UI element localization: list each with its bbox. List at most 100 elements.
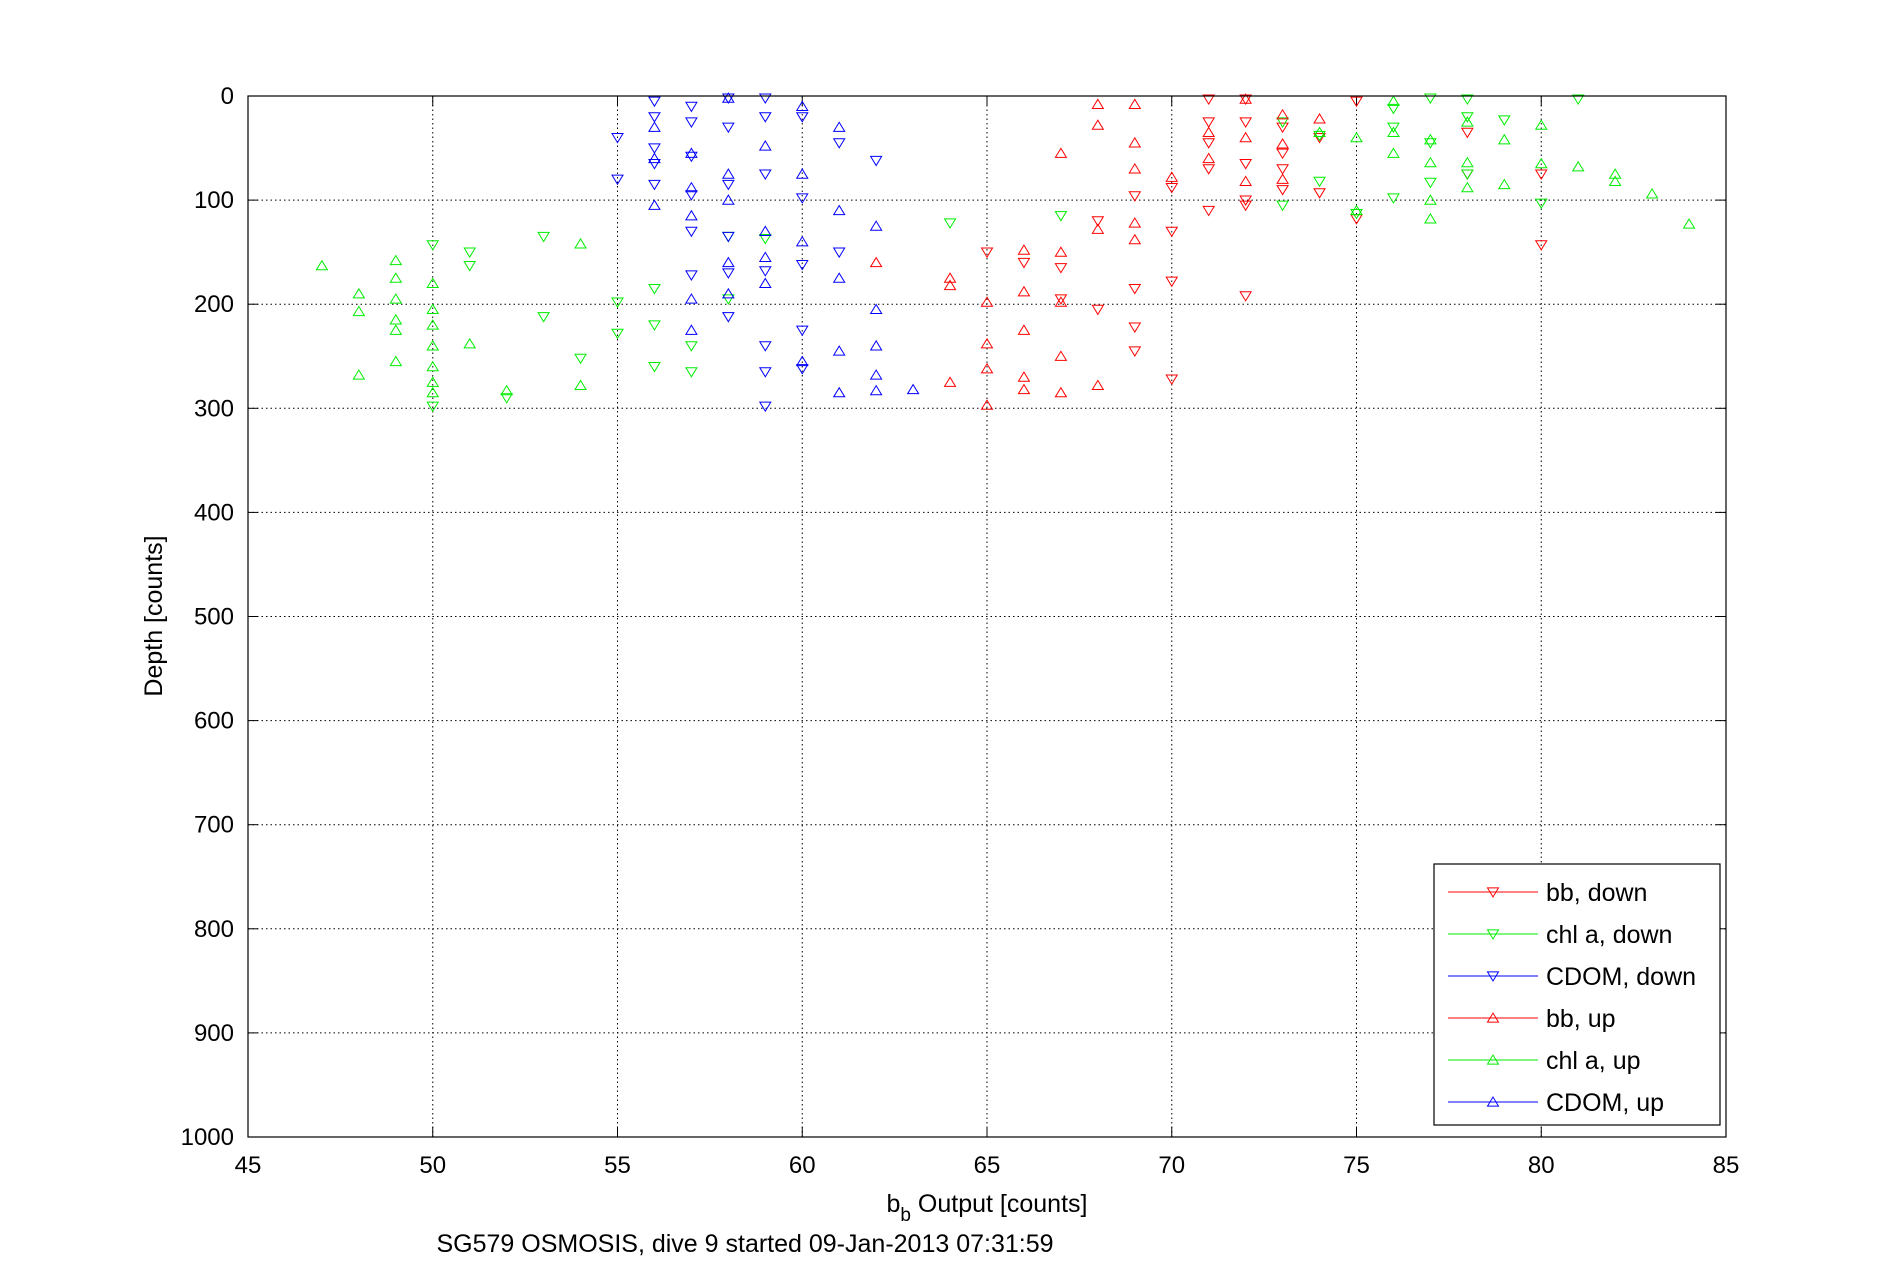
data-point [1202, 138, 1216, 149]
data-point [1276, 108, 1289, 120]
data-point [1534, 157, 1548, 169]
data-point [1054, 350, 1068, 361]
data-point [795, 260, 809, 271]
data-point [758, 401, 772, 413]
data-points [315, 92, 1696, 413]
data-point [500, 393, 514, 404]
y-tick-label: 900 [194, 1020, 234, 1047]
data-point [1128, 98, 1142, 109]
data-point [1424, 156, 1437, 168]
data-point [1276, 185, 1289, 196]
data-point [685, 367, 698, 378]
data-point [1276, 137, 1289, 149]
data-point [1424, 93, 1437, 104]
data-point [1202, 205, 1216, 217]
data-point [1571, 160, 1585, 172]
legend-marker [1486, 1096, 1500, 1107]
data-point [389, 324, 403, 335]
data-point [389, 254, 403, 266]
data-point [1424, 194, 1437, 205]
data-point [758, 112, 772, 123]
data-point [721, 268, 735, 279]
data-point [1054, 263, 1068, 274]
data-point [1571, 94, 1585, 106]
data-point [1313, 176, 1326, 188]
data-point [611, 174, 624, 186]
data-point [1128, 217, 1142, 228]
data-point [721, 179, 735, 191]
data-point [1165, 276, 1179, 288]
data-point [1608, 175, 1622, 186]
data-point [832, 345, 846, 356]
data-point [980, 337, 994, 349]
data-point [685, 293, 698, 304]
data-point [1091, 119, 1105, 130]
data-point [648, 159, 661, 170]
data-point [721, 294, 735, 305]
data-point [869, 384, 883, 396]
y-tick-label: 200 [194, 291, 234, 318]
data-point [1424, 138, 1437, 149]
data-point [685, 117, 698, 128]
data-point [758, 251, 772, 262]
data-point [352, 287, 366, 299]
figure-caption: SG579 OSMOSIS, dive 9 started 09-Jan-201… [436, 1230, 1053, 1258]
data-point [943, 279, 957, 291]
data-point [943, 218, 957, 229]
legend: bb, down chl a, down CDOM, down bb, up chl a… [1433, 863, 1721, 1126]
data-point [685, 226, 698, 238]
data-point [795, 364, 809, 375]
data-point [426, 376, 440, 387]
data-point [721, 194, 735, 205]
data-point [1128, 136, 1142, 148]
data-point [1313, 133, 1326, 144]
data-point [832, 121, 846, 132]
data-point [685, 151, 698, 163]
data-point [721, 231, 735, 243]
data-point [1202, 126, 1216, 138]
data-point [1424, 212, 1437, 224]
data-point [1460, 181, 1474, 193]
x-tick-label: 65 [974, 1152, 1001, 1179]
data-point [758, 341, 772, 352]
data-point [1165, 182, 1179, 194]
data-point [1387, 122, 1400, 134]
data-point [1128, 233, 1142, 245]
legend-label: CDOM, up [1546, 1089, 1664, 1117]
x-tick-label: 45 [235, 1152, 262, 1179]
data-point [463, 337, 477, 349]
data-point [685, 209, 698, 221]
data-point [574, 237, 587, 249]
data-point [1017, 371, 1031, 382]
data-point [832, 386, 846, 398]
data-point [795, 112, 809, 123]
data-point [1091, 379, 1105, 391]
y-tick-label: 600 [194, 708, 234, 735]
data-point [426, 240, 440, 251]
data-point [1276, 148, 1289, 160]
legend-marker [1486, 929, 1500, 940]
data-point [721, 256, 735, 268]
data-point [1054, 147, 1068, 158]
data-point [1239, 200, 1253, 212]
data-point [1054, 386, 1068, 398]
data-point [721, 287, 735, 299]
data-point [574, 353, 587, 365]
data-point [463, 247, 477, 259]
data-point [721, 122, 735, 134]
data-point [758, 233, 772, 245]
data-point [721, 92, 735, 103]
data-point [1091, 223, 1105, 234]
data-point [869, 369, 883, 380]
data-point [1239, 117, 1253, 128]
data-point [1313, 188, 1326, 199]
data-point [685, 341, 698, 352]
data-point [1387, 147, 1400, 158]
data-point [1054, 294, 1068, 305]
data-point [1276, 200, 1289, 212]
data-point [1497, 178, 1511, 190]
series-1 [426, 93, 1585, 413]
data-point [1202, 164, 1216, 175]
data-point [980, 247, 994, 259]
